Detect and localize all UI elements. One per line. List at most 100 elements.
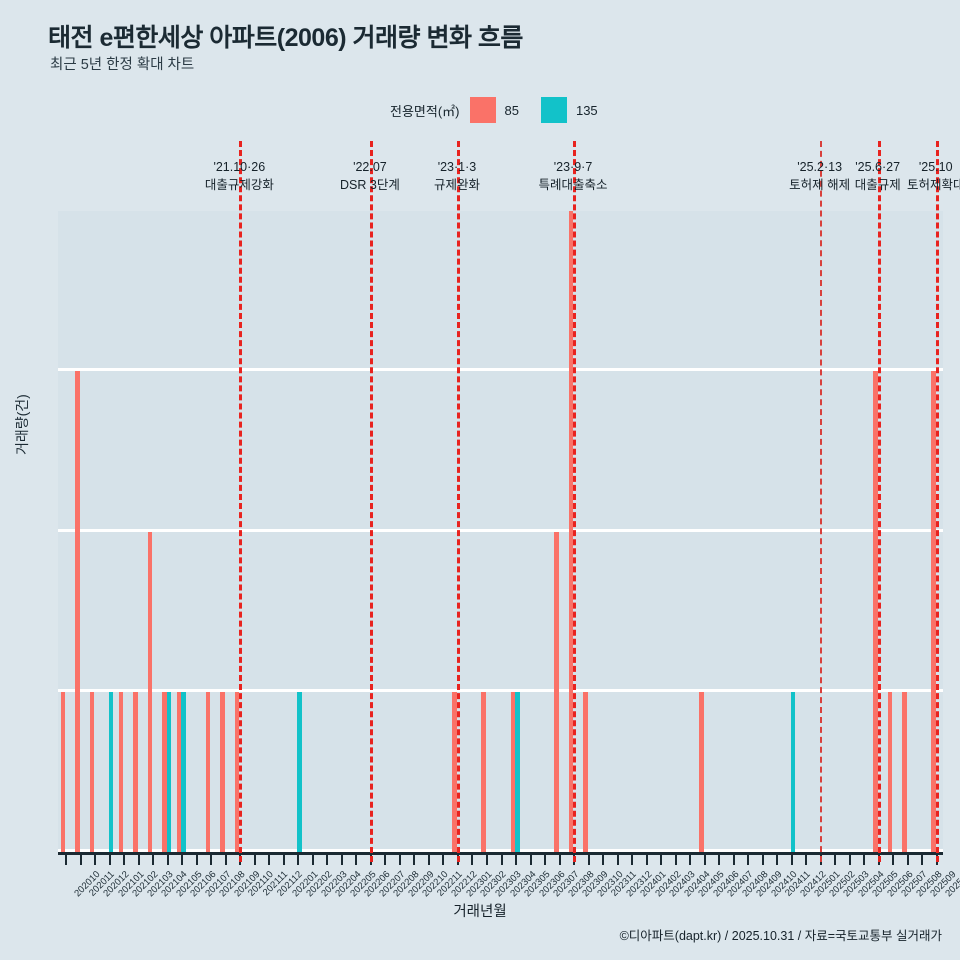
bar-85-202507[interactable] (887, 691, 893, 852)
x-tick (689, 855, 692, 865)
plot-area (58, 211, 943, 852)
bar-85-202508[interactable] (902, 691, 907, 852)
x-tick (776, 855, 779, 865)
annotation-text: DSR 3단계 (340, 178, 400, 193)
x-axis-title: 거래년월 (453, 904, 507, 920)
x-tick (442, 855, 445, 865)
annotation-date: '23·1·3 (437, 160, 477, 174)
x-tick (544, 855, 547, 865)
x-tick (631, 855, 634, 865)
x-tick (515, 855, 517, 865)
bar-135-202412[interactable] (790, 691, 796, 852)
x-tick (892, 855, 895, 865)
plot-inner (58, 211, 943, 852)
x-tick (834, 855, 837, 865)
gridline-y-3 (58, 368, 943, 372)
annotation-label-202207: '22.07 DSR 3단계 (300, 158, 440, 194)
bar-85-202108[interactable] (205, 691, 211, 852)
annotation-line-202309 (573, 141, 577, 862)
legend-title: 전용면적(㎡) (390, 103, 460, 119)
annotation-label-202506: '25.6·27 대출규제 (808, 158, 948, 194)
annotation-text: 특례대출축소 (538, 178, 608, 193)
annotation-line-202301 (456, 141, 460, 862)
bar-85-202309[interactable] (568, 211, 574, 852)
x-tick (747, 855, 750, 865)
legend-label-85: 85 (504, 102, 519, 118)
bar-135-202305[interactable] (515, 691, 520, 852)
x-tick (703, 855, 706, 865)
x-tick (863, 855, 866, 865)
bar-85-202406[interactable] (699, 691, 704, 852)
annotation-label-202510: '25.10 토허제확대 (866, 158, 960, 194)
annotation-label-202309: '23·9·7 특례대출축소 (503, 158, 643, 194)
x-tick (181, 855, 184, 865)
x-tick (152, 855, 155, 865)
bar-85-202308[interactable] (554, 531, 559, 852)
annotation-text: 토허제 해제 (789, 178, 851, 193)
footer-credit: ©디아파트(dapt.kr) / 2025.10.31 / 자료=국토교통부 실… (619, 929, 942, 943)
annotation-label-202110: '21.10·26 대출규제강화 (169, 158, 309, 194)
bar-85-202104[interactable] (147, 531, 153, 852)
x-tick (660, 855, 663, 865)
annotation-label-202301: '23·1·3 규제완화 (387, 158, 527, 194)
bar-85-202103[interactable] (133, 691, 138, 852)
gridline-y-1 (58, 688, 943, 692)
x-tick (224, 855, 227, 865)
x-tick (587, 855, 590, 865)
x-tick (558, 855, 561, 865)
bar-135-202101[interactable] (108, 691, 114, 852)
bar-85-202310[interactable] (583, 691, 588, 852)
bar-85-202106[interactable] (176, 691, 182, 852)
x-tick (65, 855, 68, 865)
x-tick (253, 855, 256, 865)
bar-85-202012[interactable] (89, 691, 95, 852)
bar-85-202105[interactable] (162, 691, 167, 852)
x-tick (398, 855, 401, 865)
x-tick (340, 855, 343, 865)
annotation-date: '25.6·27 (855, 160, 901, 174)
bar-85-202011[interactable] (75, 371, 80, 852)
bar-135-202106[interactable] (181, 691, 186, 852)
bar-85-202303[interactable] (481, 691, 486, 852)
x-axis-line (58, 852, 943, 855)
page-subtitle: 최근 5년 한정 확대 차트 (50, 57, 195, 73)
bar-85-202110[interactable] (234, 691, 240, 852)
bar-135-202202[interactable] (297, 691, 302, 852)
bar-85-202305[interactable] (510, 691, 515, 852)
legend-label-135: 135 (575, 102, 598, 118)
x-tick (297, 855, 300, 865)
bar-85-202010[interactable] (60, 691, 66, 852)
x-tick (123, 855, 126, 865)
annotation-line-202207 (369, 141, 373, 862)
annotation-label-202502: '25.2·13 토허제 해제 (750, 158, 890, 194)
x-tick (790, 855, 793, 865)
x-tick (732, 855, 735, 865)
bar-85-202506[interactable] (873, 371, 878, 852)
legend-swatch-85 (469, 97, 496, 123)
x-tick (645, 855, 648, 865)
x-tick (848, 855, 851, 865)
x-tick (108, 855, 111, 865)
x-tick (79, 855, 82, 865)
bar-85-202510[interactable] (931, 371, 936, 852)
annotation-text: 대출규제 (854, 178, 901, 193)
x-tick (210, 855, 213, 865)
x-tick (805, 855, 808, 865)
bar-135-202105[interactable] (166, 691, 172, 852)
x-tick (311, 855, 314, 865)
x-tick (718, 855, 721, 865)
bar-85-202102[interactable] (118, 691, 124, 852)
x-tick (166, 855, 169, 865)
annotation-text: 규제완화 (433, 178, 480, 193)
annotation-text: 대출규제강화 (204, 178, 274, 193)
x-tick (427, 855, 430, 865)
x-tick (94, 855, 97, 865)
bar-85-202109[interactable] (220, 691, 225, 852)
x-tick (384, 855, 387, 865)
bar-85-202301[interactable] (452, 691, 457, 852)
x-tick (282, 855, 285, 865)
x-tick (195, 855, 198, 865)
annotation-line-202502 (819, 141, 822, 862)
annotation-line-202506 (877, 141, 881, 862)
